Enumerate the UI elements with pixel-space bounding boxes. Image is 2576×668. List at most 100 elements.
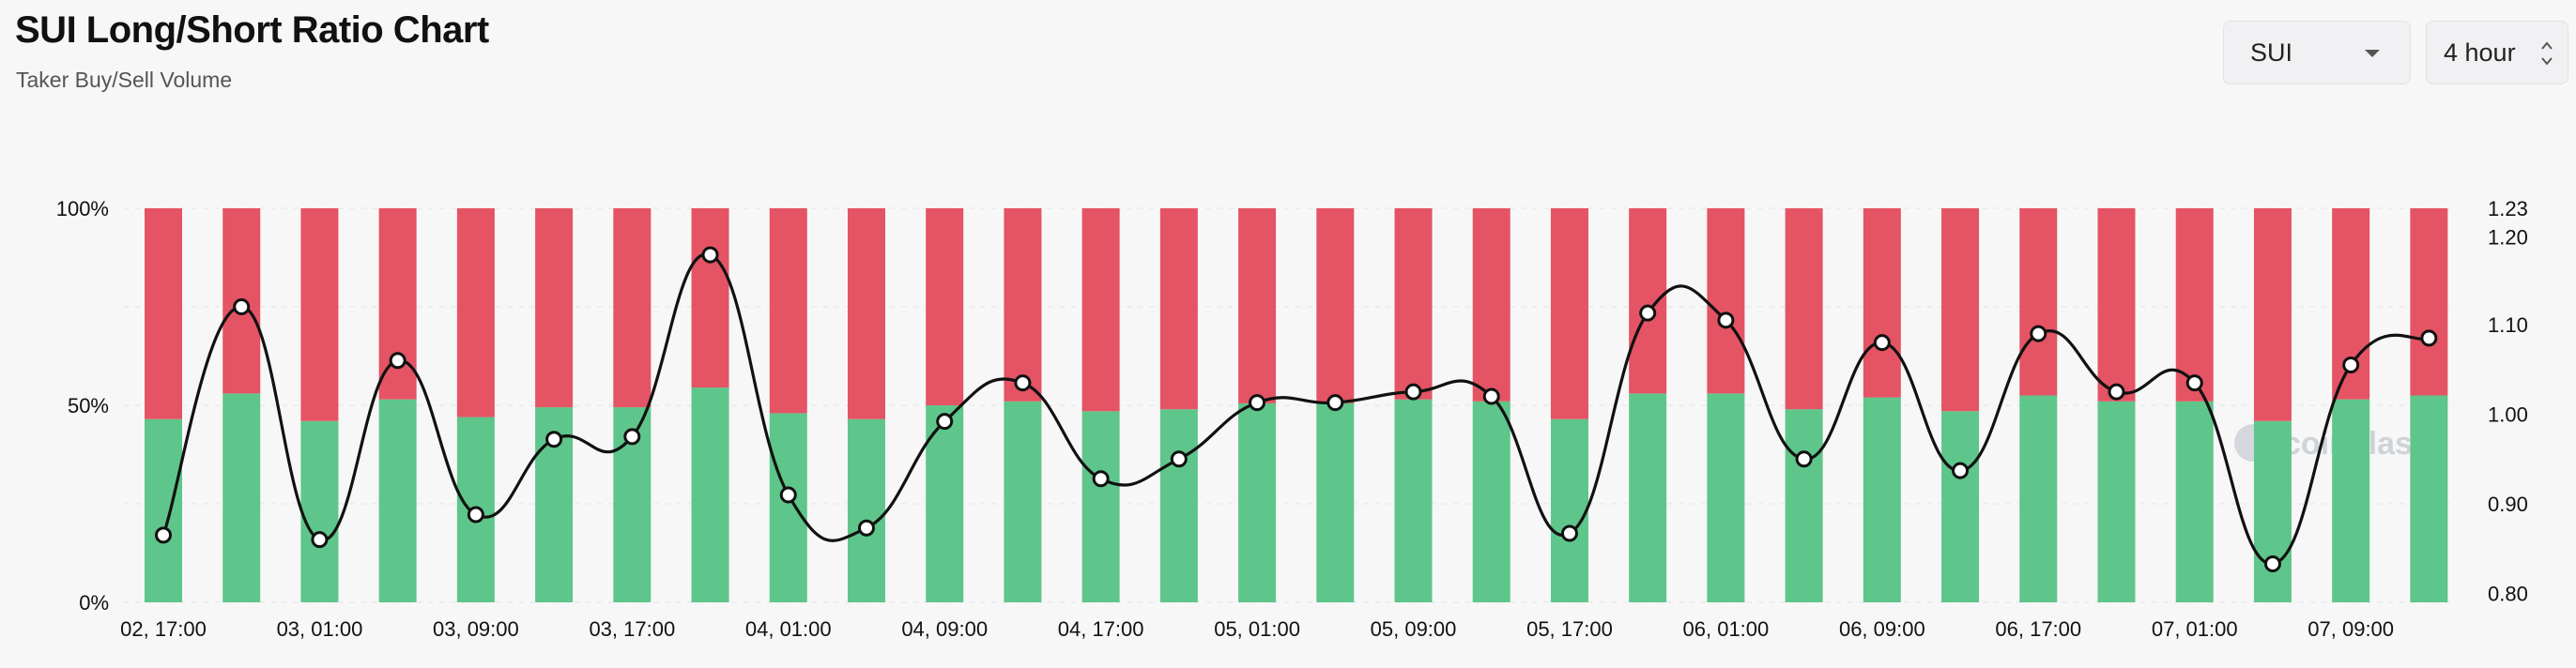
long-bar [1629,393,1667,602]
x-tick-label: 05, 17:00 [1526,617,1613,641]
ratio-point [1873,334,1891,352]
axes: 0% 50% 100% 0.80 0.90 1.00 1.10 1.20 1.23 02, 17:… [56,197,2528,641]
short-bar [2019,208,2058,396]
long-bar [2175,401,2214,602]
short-bar [2410,208,2448,396]
ratio-point [701,246,719,264]
short-bar [1238,208,1277,403]
x-tick-label: 06, 01:00 [1683,617,1770,641]
long-bar [1238,402,1277,602]
ratio-line [155,246,2438,572]
y-left-tick-label: 100% [56,197,109,220]
long-bar [1004,401,1042,602]
ratio-point [1717,311,1735,329]
long-bar [2332,399,2370,602]
short-bar [2253,208,2292,421]
ratio-point [1249,394,1266,412]
long-bar [1941,411,1980,602]
long-bar [2253,420,2292,602]
ratio-point [2030,325,2047,342]
ratio-point [2263,554,2281,572]
ratio-point [2420,329,2438,347]
ratio-point [2185,374,2203,392]
y-right-tick-label: 1.00 [2488,403,2528,427]
short-bar [1941,208,1980,412]
ratio-point [1014,374,1032,392]
interval-select-value: 4 hour [2444,38,2516,67]
x-tick-label: 05, 09:00 [1371,617,1457,641]
short-bar [1785,208,1823,410]
interval-select[interactable]: 4 hour [2426,21,2568,84]
ratio-point [1326,394,1344,412]
long-bar [769,413,807,602]
ratio-point [2342,357,2360,374]
coin-select-value: SUI [2250,38,2293,67]
ratio-point [2108,383,2125,401]
ratio-point [545,431,563,448]
short-bar [613,208,652,408]
short-bar [1863,208,1901,398]
x-tick-label: 03, 01:00 [277,617,363,641]
ratio-point [1560,524,1578,542]
short-bar [2175,208,2214,402]
y-right-tick-label: 1.23 [2488,197,2528,220]
y-left-tick-label: 0% [79,591,109,615]
long-bar [1550,418,1588,602]
x-tick-label: 03, 09:00 [433,617,519,641]
long-bar [300,420,339,602]
ratio-point [623,428,641,446]
x-tick-label: 03, 17:00 [589,617,675,641]
x-tick-label: 05, 01:00 [1214,617,1300,641]
ratio-point [1795,450,1813,468]
x-tick-label: 04, 01:00 [745,617,832,641]
short-bar [2097,208,2136,402]
long-bar [847,418,885,602]
long-bar [2019,395,2058,602]
x-tick-label: 04, 09:00 [901,617,988,641]
ratio-point [233,298,251,315]
page-subtitle: Taker Buy/Sell Volume [16,68,233,92]
long-bar [1394,399,1433,602]
long-bar [2410,395,2448,602]
long-bar [1785,409,1823,602]
long-bar [2097,401,2136,602]
ratio-point [779,486,797,504]
x-tick-label: 04, 17:00 [1058,617,1144,641]
short-bar [1550,208,1588,419]
x-tick-label: 06, 09:00 [1839,617,1925,641]
x-tick-label: 07, 01:00 [2152,617,2238,641]
ratio-point [467,506,484,524]
ratio-point [857,519,875,537]
grid-lines [124,207,2452,603]
short-bar [1472,208,1510,402]
short-bar [456,208,495,418]
y-right-tick-label: 0.90 [2488,493,2528,516]
ratio-point [311,531,329,549]
short-bar [926,208,964,405]
short-bar [1394,208,1433,400]
ratio-point [389,352,406,370]
coin-select[interactable]: SUI [2223,21,2411,84]
y-left-tick-label: 50% [68,394,109,418]
ratio-point [155,526,172,544]
page-title: SUI Long/Short Ratio Chart [15,9,489,51]
short-bar [691,208,729,388]
short-bar [847,208,885,419]
x-tick-label: 02, 17:00 [120,617,207,641]
long-bar [145,418,182,602]
short-bar [1629,208,1667,394]
ratio-point [936,413,954,431]
chevron-down-icon [2365,50,2380,57]
long-bar [1472,401,1510,602]
long-bar [1316,402,1355,602]
ratio-point [1482,387,1500,405]
long-bar [1707,393,1745,602]
long-bar [926,405,964,602]
y-right-tick-label: 1.10 [2488,313,2528,337]
ratio-line-path [161,252,2430,566]
ratio-point [1170,450,1188,468]
ratio-point [1404,383,1422,401]
short-bar [1004,208,1042,402]
long-bar [222,393,261,602]
ratio-point [1639,304,1657,322]
